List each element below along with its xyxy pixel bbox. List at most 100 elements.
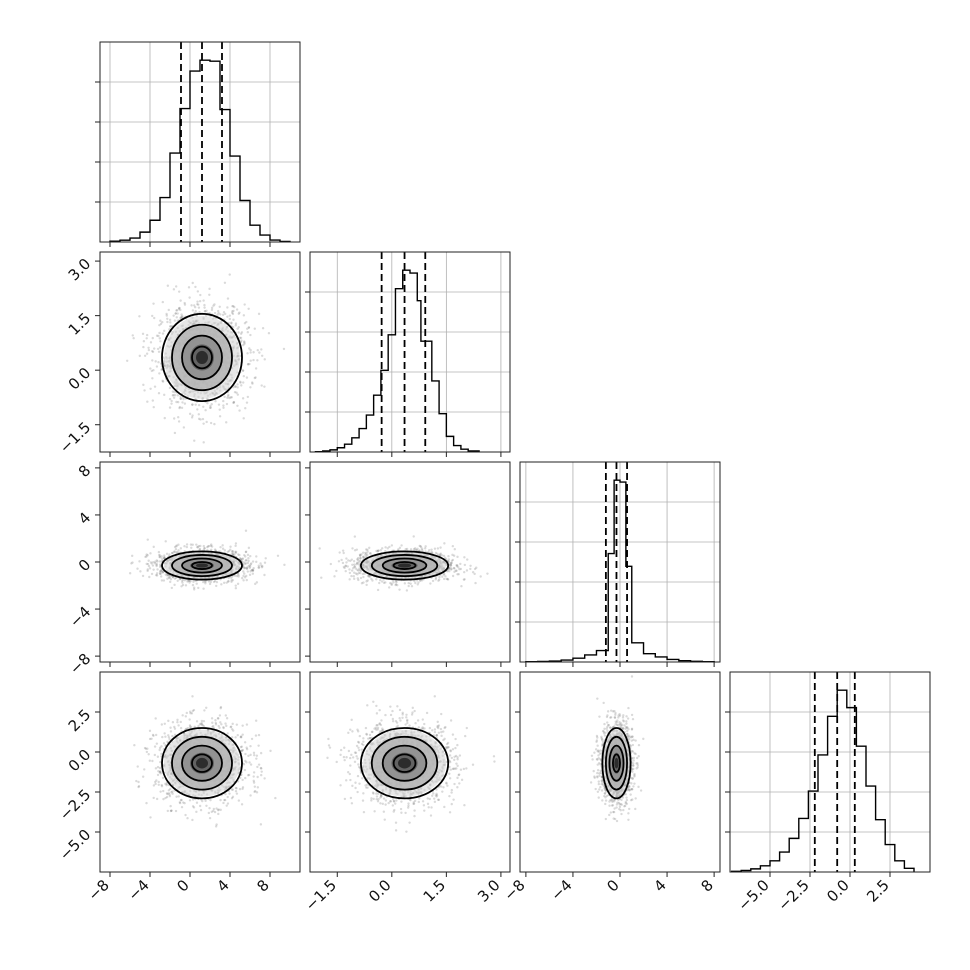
scatter-point	[176, 312, 179, 315]
scatter-point	[244, 529, 248, 532]
scatter-point	[260, 770, 263, 773]
scatter-point	[251, 568, 255, 572]
scatter-point	[449, 568, 453, 571]
scatter-point	[246, 570, 250, 573]
scatter-point	[376, 588, 380, 592]
density-panel-1-2	[305, 461, 511, 667]
scatter-point	[231, 311, 234, 314]
scatter-point	[160, 752, 163, 756]
scatter-point	[177, 543, 180, 546]
scatter-point	[175, 545, 178, 548]
scatter-point	[269, 749, 272, 753]
scatter-point	[348, 571, 352, 575]
scatter-point	[168, 397, 172, 401]
scatter-point	[366, 550, 369, 553]
scatter-point	[174, 312, 177, 315]
scatter-point	[178, 801, 182, 805]
scatter-point	[215, 823, 218, 826]
scatter-point	[263, 358, 266, 361]
scatter-point	[191, 281, 194, 285]
scatter-point	[260, 348, 263, 351]
scatter-point	[182, 398, 185, 401]
scatter-point	[362, 581, 365, 584]
scatter-point	[438, 553, 442, 556]
scatter-point	[159, 340, 162, 343]
scatter-point	[345, 561, 348, 564]
scatter-point	[344, 564, 348, 568]
scatter-point	[209, 406, 212, 410]
scatter-point	[213, 422, 216, 426]
scatter-point	[201, 799, 204, 803]
scatter-point	[234, 322, 238, 325]
scatter-point	[370, 577, 373, 581]
scatter-point	[183, 801, 186, 805]
scatter-point	[163, 722, 166, 725]
scatter-point	[162, 789, 165, 793]
scatter-point	[200, 722, 203, 726]
scatter-point	[210, 543, 213, 546]
scatter-point	[209, 406, 212, 409]
scatter-point	[183, 301, 186, 305]
scatter-point	[234, 584, 237, 587]
scatter-point	[199, 418, 202, 421]
scatter-point	[163, 555, 166, 559]
scatter-point	[455, 563, 458, 567]
scatter-point	[450, 559, 454, 562]
scatter-point	[172, 288, 176, 291]
scatter-point	[249, 359, 252, 362]
scatter-point	[238, 409, 241, 412]
scatter-point	[178, 801, 182, 804]
scatter-point	[256, 348, 259, 352]
scatter-point	[241, 369, 245, 372]
scatter-point	[436, 552, 439, 555]
scatter-point	[170, 399, 173, 403]
scatter-point	[167, 308, 170, 312]
scatter-point	[252, 566, 255, 570]
scatter-point	[236, 386, 239, 389]
scatter-point	[210, 545, 214, 548]
scatter-point	[170, 551, 174, 555]
scatter-point	[230, 576, 233, 580]
scatter-point	[231, 552, 235, 556]
scatter-point	[249, 348, 252, 352]
scatter-point	[449, 564, 453, 567]
scatter-point	[159, 772, 163, 775]
scatter-point	[158, 346, 162, 349]
scatter-point	[244, 559, 247, 562]
scatter-point	[169, 578, 173, 581]
scatter-point	[159, 575, 163, 578]
scatter-point	[234, 550, 237, 554]
scatter-point	[194, 403, 197, 406]
scatter-point	[234, 550, 238, 554]
scatter-point	[412, 535, 415, 538]
scatter-point	[420, 547, 424, 550]
scatter-point	[443, 572, 446, 576]
scatter-point	[447, 558, 451, 561]
scatter-point	[255, 581, 259, 584]
scatter-point	[168, 386, 172, 390]
scatter-point	[394, 583, 397, 587]
scatter-point	[170, 790, 173, 794]
scatter-point	[453, 547, 456, 551]
scatter-point	[146, 747, 149, 750]
scatter-point	[253, 376, 256, 380]
scatter-point	[222, 581, 226, 585]
scatter-point	[225, 421, 228, 424]
scatter-point	[158, 337, 161, 340]
scatter-point	[209, 580, 213, 584]
scatter-point	[240, 384, 243, 387]
scatter-point	[245, 567, 249, 571]
scatter-point	[178, 405, 182, 409]
scatter-point	[157, 783, 160, 786]
scatter-point	[234, 587, 238, 590]
scatter-point	[261, 326, 265, 330]
scatter-point	[218, 415, 222, 418]
scatter-point	[154, 560, 157, 563]
contour-2	[370, 554, 439, 578]
scatter-point	[238, 787, 242, 791]
scatter-point	[179, 547, 183, 550]
scatter-point	[219, 798, 222, 802]
scatter-point	[245, 376, 249, 379]
scatter-point	[221, 544, 224, 547]
scatter-point	[130, 554, 134, 558]
